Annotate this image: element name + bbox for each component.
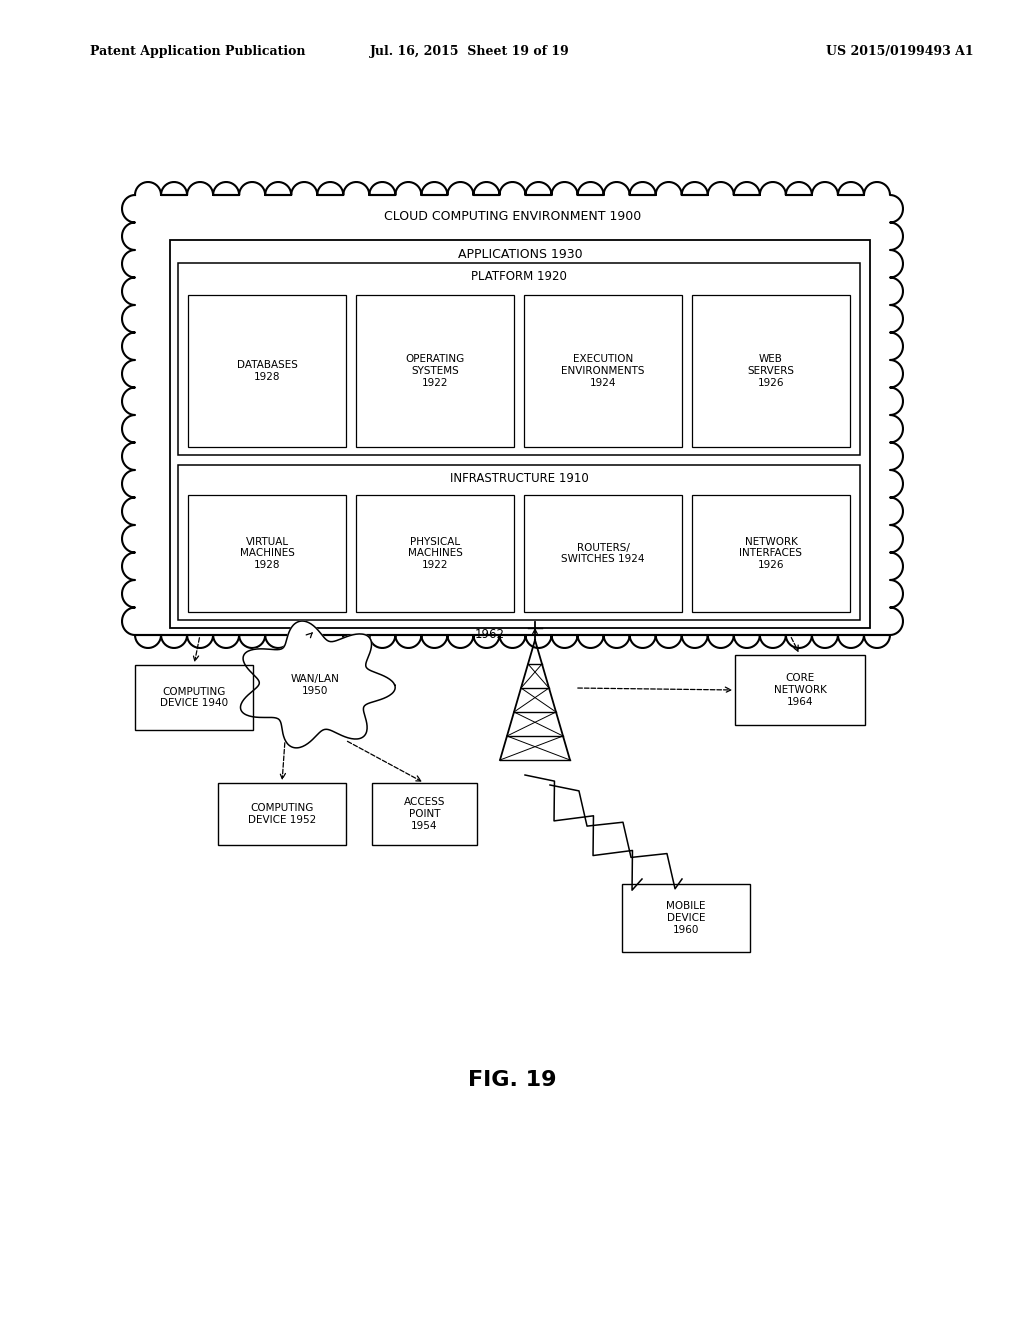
FancyBboxPatch shape	[622, 884, 750, 952]
Text: Jul. 16, 2015  Sheet 19 of 19: Jul. 16, 2015 Sheet 19 of 19	[370, 45, 570, 58]
Text: PHYSICAL
MACHINES
1922: PHYSICAL MACHINES 1922	[408, 537, 463, 570]
FancyBboxPatch shape	[692, 495, 850, 612]
Text: ACCESS
POINT
1954: ACCESS POINT 1954	[403, 797, 445, 830]
Text: EXECUTION
ENVIRONMENTS
1924: EXECUTION ENVIRONMENTS 1924	[561, 354, 645, 388]
Text: CORE
NETWORK
1964: CORE NETWORK 1964	[773, 673, 826, 706]
FancyBboxPatch shape	[178, 465, 860, 620]
FancyBboxPatch shape	[356, 294, 514, 447]
Text: ROUTERS/
SWITCHES 1924: ROUTERS/ SWITCHES 1924	[561, 543, 645, 565]
Text: INFRASTRUCTURE 1910: INFRASTRUCTURE 1910	[450, 473, 589, 486]
Polygon shape	[241, 620, 395, 748]
Text: US 2015/0199493 A1: US 2015/0199493 A1	[826, 45, 974, 58]
Text: Patent Application Publication: Patent Application Publication	[90, 45, 305, 58]
Text: CLOUD COMPUTING ENVIRONMENT 1900: CLOUD COMPUTING ENVIRONMENT 1900	[384, 210, 641, 223]
Text: COMPUTING
DEVICE 1940: COMPUTING DEVICE 1940	[160, 686, 228, 709]
Text: NETWORK
INTERFACES
1926: NETWORK INTERFACES 1926	[739, 537, 803, 570]
Text: PLATFORM 1920: PLATFORM 1920	[471, 271, 567, 284]
Text: VIRTUAL
MACHINES
1928: VIRTUAL MACHINES 1928	[240, 537, 295, 570]
Text: COMPUTING
DEVICE 1952: COMPUTING DEVICE 1952	[248, 803, 316, 825]
Text: WAN/LAN
1950: WAN/LAN 1950	[291, 675, 339, 696]
Polygon shape	[122, 182, 903, 648]
FancyBboxPatch shape	[188, 495, 346, 612]
Text: OPERATING
SYSTEMS
1922: OPERATING SYSTEMS 1922	[406, 354, 465, 388]
FancyBboxPatch shape	[372, 783, 477, 845]
Text: DATABASES
1928: DATABASES 1928	[237, 360, 297, 381]
Text: WEB
SERVERS
1926: WEB SERVERS 1926	[748, 354, 795, 388]
Text: APPLICATIONS 1930: APPLICATIONS 1930	[458, 248, 583, 261]
FancyBboxPatch shape	[135, 665, 253, 730]
Text: 1962: 1962	[475, 628, 505, 642]
FancyBboxPatch shape	[524, 294, 682, 447]
Text: FIG. 19: FIG. 19	[468, 1071, 556, 1090]
FancyBboxPatch shape	[218, 783, 346, 845]
FancyBboxPatch shape	[735, 655, 865, 725]
FancyBboxPatch shape	[188, 294, 346, 447]
FancyBboxPatch shape	[692, 294, 850, 447]
Text: MOBILE
DEVICE
1960: MOBILE DEVICE 1960	[667, 902, 706, 935]
FancyBboxPatch shape	[178, 263, 860, 455]
FancyBboxPatch shape	[524, 495, 682, 612]
FancyBboxPatch shape	[170, 240, 870, 628]
FancyBboxPatch shape	[356, 495, 514, 612]
